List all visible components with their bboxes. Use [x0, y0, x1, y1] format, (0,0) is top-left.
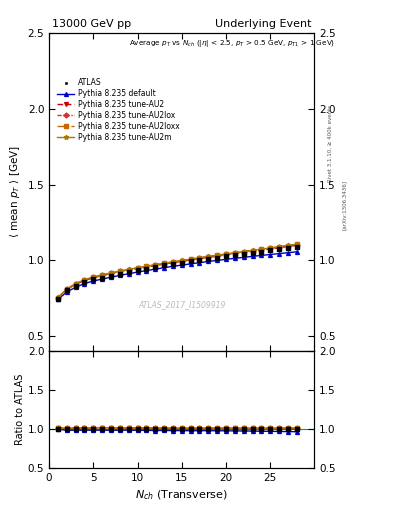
Text: ATLAS_2017_I1509919: ATLAS_2017_I1509919 [138, 301, 226, 310]
X-axis label: $N_{ch}$ (Transverse): $N_{ch}$ (Transverse) [135, 489, 228, 502]
Y-axis label: $\langle$ mean $p_T$ $\rangle$ [GeV]: $\langle$ mean $p_T$ $\rangle$ [GeV] [8, 145, 22, 239]
Y-axis label: Ratio to ATLAS: Ratio to ATLAS [15, 374, 25, 445]
Text: Underlying Event: Underlying Event [215, 18, 312, 29]
Text: Average $p_T$ vs $N_{ch}$ ($|\eta|$ < 2.5, $p_T$ > 0.5 GeV, $p_{T1}$ > 1 GeV): Average $p_T$ vs $N_{ch}$ ($|\eta|$ < 2.… [129, 38, 335, 49]
Text: 13000 GeV pp: 13000 GeV pp [52, 18, 131, 29]
Text: [arXiv:1306.3436]: [arXiv:1306.3436] [342, 180, 347, 230]
Text: Rivet 3.1.10, ≥ 400k events: Rivet 3.1.10, ≥ 400k events [328, 105, 333, 182]
Legend: ATLAS, Pythia 8.235 default, Pythia 8.235 tune-AU2, Pythia 8.235 tune-AU2lox, Py: ATLAS, Pythia 8.235 default, Pythia 8.23… [55, 77, 181, 143]
